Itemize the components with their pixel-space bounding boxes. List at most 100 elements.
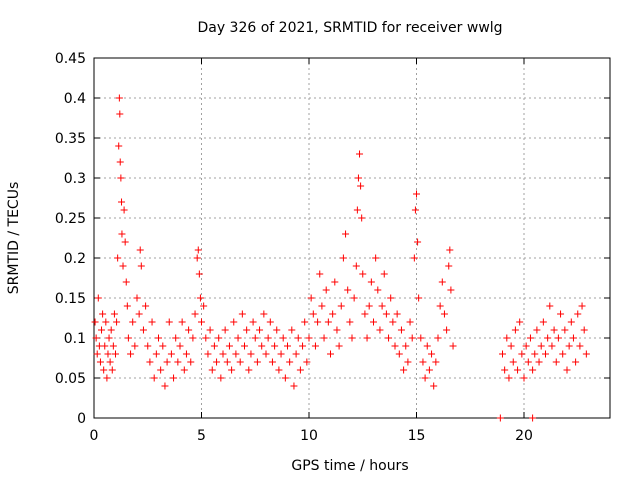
data-point (367, 278, 375, 286)
data-point (123, 302, 131, 310)
data-point (243, 326, 251, 334)
data-point (100, 366, 108, 374)
data-point (507, 342, 515, 350)
data-point (120, 206, 128, 214)
data-point (430, 382, 438, 390)
y-tick-label: 0.45 (55, 51, 86, 67)
data-point (344, 286, 352, 294)
data-point (402, 342, 410, 350)
data-point (333, 326, 341, 334)
data-point (406, 318, 414, 326)
data-point (193, 254, 201, 262)
data-point (260, 310, 268, 318)
data-point (251, 334, 259, 342)
data-point (535, 358, 543, 366)
data-point (194, 246, 202, 254)
data-point (309, 310, 317, 318)
data-point (223, 358, 231, 366)
data-point (180, 366, 188, 374)
data-point (400, 366, 408, 374)
data-point (518, 350, 526, 358)
x-tick-label: 15 (408, 428, 426, 444)
data-point (124, 334, 132, 342)
data-point (258, 342, 266, 350)
data-point (94, 294, 102, 302)
chart-title: Day 326 of 2021, SRMTID for receiver wwl… (197, 20, 502, 36)
data-point (322, 286, 330, 294)
data-point (382, 310, 390, 318)
data-point (116, 110, 124, 118)
data-point (253, 358, 261, 366)
data-point (105, 334, 113, 342)
data-point (335, 342, 343, 350)
data-point (314, 318, 322, 326)
data-point (236, 358, 244, 366)
data-point (522, 342, 530, 350)
data-point (509, 358, 517, 366)
data-point (529, 366, 537, 374)
data-point (505, 374, 513, 382)
data-point (204, 350, 212, 358)
data-point (92, 334, 100, 342)
data-point (544, 334, 552, 342)
data-point (102, 318, 110, 326)
data-point (415, 294, 423, 302)
data-point (106, 358, 114, 366)
data-point (155, 334, 162, 342)
data-point (337, 302, 345, 310)
data-point (271, 342, 279, 350)
data-point (93, 350, 101, 358)
data-point (520, 374, 528, 382)
data-points (91, 94, 590, 422)
data-point (576, 342, 584, 350)
data-point (563, 366, 571, 374)
data-point (182, 350, 190, 358)
data-point (537, 342, 545, 350)
y-tick-label: 0.3 (64, 171, 86, 187)
data-point (159, 342, 167, 350)
data-point (262, 350, 270, 358)
data-point (198, 318, 205, 326)
data-point (115, 94, 123, 102)
data-point (136, 246, 144, 254)
data-point (413, 190, 420, 198)
data-point (554, 334, 562, 342)
data-point (447, 286, 455, 294)
data-point (539, 318, 547, 326)
data-point (117, 174, 125, 182)
x-tick-label: 20 (515, 428, 533, 444)
data-point (234, 334, 242, 342)
data-point (385, 334, 393, 342)
data-point (569, 334, 577, 342)
data-point (449, 342, 457, 350)
data-point (574, 310, 582, 318)
data-point (301, 318, 309, 326)
data-point (531, 350, 539, 358)
data-point (206, 326, 214, 334)
y-tick-label: 0.2 (64, 251, 86, 267)
data-point (496, 414, 504, 422)
data-point (318, 302, 326, 310)
data-point (165, 318, 173, 326)
data-point (358, 214, 366, 222)
data-point (331, 278, 339, 286)
data-point (135, 310, 143, 318)
data-point (208, 366, 216, 374)
data-point (163, 358, 171, 366)
data-point (533, 326, 541, 334)
data-point (356, 150, 364, 158)
data-point (393, 310, 401, 318)
data-point (225, 342, 233, 350)
x-axis-label: GPS time / hours (291, 458, 408, 474)
data-point (185, 326, 193, 334)
data-point (215, 334, 223, 342)
data-point (350, 294, 358, 302)
data-point (565, 342, 573, 350)
data-point (172, 334, 180, 342)
data-point (217, 374, 225, 382)
data-point (411, 206, 419, 214)
data-point (256, 326, 264, 334)
data-point (363, 334, 371, 342)
data-point (210, 342, 218, 350)
